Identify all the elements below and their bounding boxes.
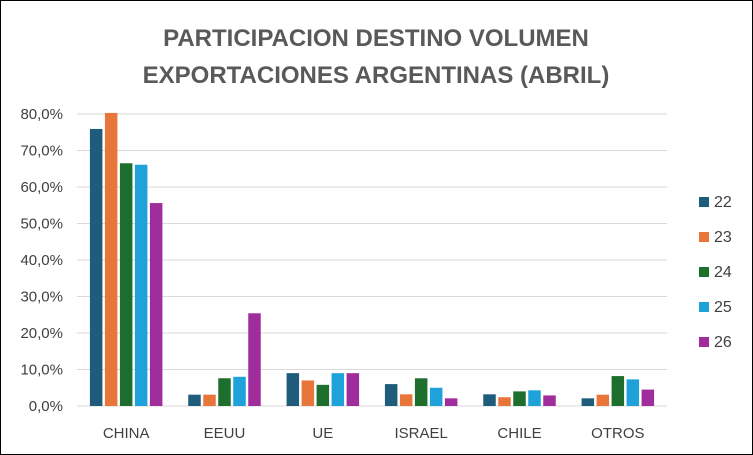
legend-label: 24	[714, 264, 732, 281]
legend-swatch	[699, 197, 709, 207]
bar-ue-24	[316, 384, 330, 406]
bar-otros-23	[596, 394, 610, 406]
bar-chile-26	[543, 395, 556, 406]
bar-eeuu-23	[203, 394, 216, 406]
x-tick-label: CHILE	[497, 425, 541, 442]
bar-ue-25	[331, 373, 345, 406]
y-tick-label: 0,0%	[29, 398, 63, 415]
legend-label: 26	[714, 334, 732, 351]
bar-ue-23	[301, 380, 315, 406]
legend-label: 23	[714, 229, 732, 246]
bar-israel-23	[399, 394, 413, 406]
bar-eeuu-26	[248, 313, 261, 406]
bar-china-22	[89, 128, 103, 406]
bar-israel-25	[429, 387, 443, 406]
bar-china-26	[149, 203, 163, 406]
y-axis-ticks: 0,0% 10,0% 20,0% 30,0% 40,0% 50,0% 60,0% 70,0% 8…	[20, 106, 63, 415]
gridlines	[77, 113, 667, 407]
legend-label: 25	[714, 299, 732, 316]
x-tick-label: OTROS	[591, 425, 644, 442]
bar-eeuu-22	[188, 394, 201, 406]
x-tick-label: UE	[312, 425, 333, 442]
bar-china-24	[119, 163, 133, 406]
bar-otros-22	[581, 398, 595, 406]
bars	[89, 112, 655, 406]
x-axis-ticks: CHINA EEUU UE ISRAEL CHILE OTROS	[103, 425, 645, 442]
bar-israel-22	[384, 384, 398, 406]
y-tick-label: 40,0%	[20, 252, 63, 269]
x-tick-label: ISRAEL	[394, 425, 447, 442]
y-tick-label: 70,0%	[20, 143, 63, 160]
bar-otros-24	[611, 376, 625, 406]
bar-chile-25	[528, 390, 541, 406]
legend-swatch	[699, 267, 709, 277]
bar-china-25	[134, 164, 148, 406]
bar-eeuu-24	[218, 378, 231, 406]
y-tick-label: 50,0%	[20, 216, 63, 233]
legend-label: 22	[714, 194, 732, 211]
bar-otros-26	[641, 389, 655, 406]
bar-otros-25	[626, 379, 640, 406]
bar-eeuu-25	[233, 376, 246, 406]
bar-chile-24	[513, 391, 526, 406]
chart-title-line-1: PARTICIPACION DESTINO VOLUMEN	[163, 25, 589, 52]
x-tick-label: CHINA	[103, 425, 150, 442]
bar-china-23	[104, 112, 118, 406]
chart-title-line-2: EXPORTACIONES ARGENTINAS (ABRIL)	[143, 62, 610, 89]
bar-ue-22	[286, 373, 300, 406]
legend-swatch	[699, 232, 709, 242]
bar-chile-22	[483, 394, 496, 406]
y-tick-label: 80,0%	[20, 106, 63, 123]
legend: 22 23 24 25 26	[699, 194, 732, 351]
y-tick-label: 10,0%	[20, 362, 63, 379]
bar-chile-23	[498, 397, 511, 406]
y-tick-label: 30,0%	[20, 289, 63, 306]
bar-israel-24	[414, 378, 428, 406]
y-tick-label: 20,0%	[20, 325, 63, 342]
bar-ue-26	[346, 373, 360, 406]
legend-swatch	[699, 302, 709, 312]
x-tick-label: EEUU	[204, 425, 246, 442]
y-tick-label: 60,0%	[20, 179, 63, 196]
bar-israel-26	[444, 398, 458, 406]
legend-swatch	[699, 337, 709, 347]
